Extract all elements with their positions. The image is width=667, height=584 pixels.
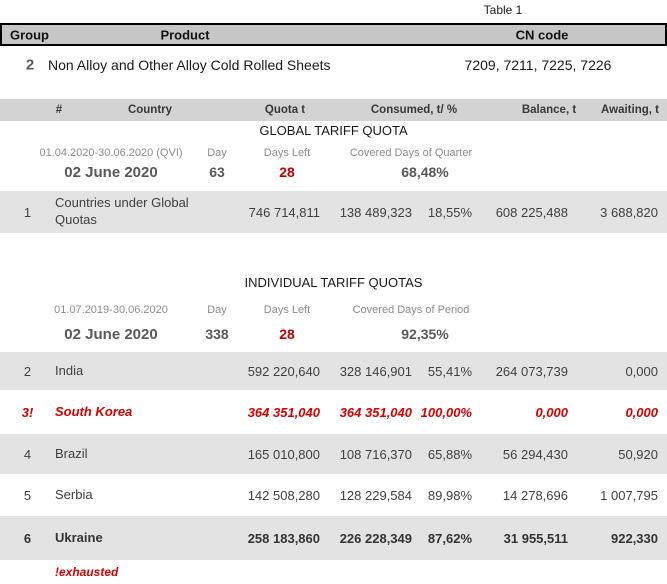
row-country: South Korea <box>55 403 133 419</box>
quota-row-ukraine: 6 Ukraine 258 183,860 226 228,349 87,62%… <box>0 516 667 560</box>
row-consumed: 138 489,323 <box>339 204 412 220</box>
product-group-number: 2 <box>25 56 35 74</box>
individual-days-left-value: 28 <box>279 326 295 342</box>
product-row: 2 Non Alloy and Other Alloy Cold Rolled … <box>0 52 667 78</box>
row-consumed: 226 228,349 <box>339 530 412 546</box>
row-percent: 87,62% <box>427 530 472 546</box>
quota-row-india: 2 India 592 220,640 328 146,901 55,41% 2… <box>0 352 667 390</box>
quota-row-brazil: 4 Brazil 165 010,800 108 716,370 65,88% … <box>0 434 667 474</box>
global-covered-value: 68,48% <box>401 164 449 180</box>
row-quota: 364 351,040 <box>247 404 320 420</box>
header-awaiting: Awaiting, t <box>601 104 659 116</box>
row-country: Brazil <box>55 445 88 461</box>
individual-period-label: 01.07.2019-30.06.2020 <box>54 304 168 316</box>
row-consumed: 108 716,370 <box>339 446 412 462</box>
row-percent: 18,55% <box>427 204 472 220</box>
row-balance: 31 955,511 <box>503 530 568 546</box>
row-number: 1 <box>23 204 32 220</box>
individual-date-row: 02 June 2020 338 28 92,35% <box>0 326 667 348</box>
row-country: Countries under Global Quotas <box>55 195 189 227</box>
row-consumed: 364 351,040 <box>339 404 412 420</box>
header-country: Country <box>127 104 173 116</box>
header-cn-code: CN code <box>515 27 569 42</box>
row-awaiting: 0,000 <box>625 404 658 420</box>
table-title: Table 1 <box>483 3 523 17</box>
row-awaiting: 1 007,795 <box>600 487 658 503</box>
individual-date: 02 June 2020 <box>64 326 158 343</box>
individual-covered-value: 92,35% <box>401 326 449 342</box>
row-awaiting: 0,000 <box>625 363 658 379</box>
row-balance: 56 294,430 <box>502 446 568 462</box>
individual-days-left-label: Days Left <box>263 304 311 316</box>
row-quota: 746 714,811 <box>248 204 320 220</box>
individual-covered-label: Covered Days of Period <box>352 304 470 316</box>
product-cn-codes: 7209, 7211, 7225, 7226 <box>464 57 612 73</box>
global-day-label: Day <box>207 147 227 159</box>
row-percent: 55,41% <box>427 363 472 379</box>
product-table-header: Group Product CN code <box>0 23 667 46</box>
header-group: Group <box>10 27 49 42</box>
row-number: 3! <box>21 404 34 420</box>
row-percent: 89,98% <box>427 487 472 503</box>
row-balance: 264 073,739 <box>495 363 568 379</box>
row-balance: 14 278,696 <box>502 487 568 503</box>
global-day-value: 63 <box>209 164 225 180</box>
global-days-left-label: Days Left <box>263 147 311 159</box>
row-balance: 0,000 <box>535 404 568 420</box>
header-quota: Quota t <box>264 104 306 116</box>
header-consumed: Consumed, t/ % <box>370 104 458 116</box>
global-period-label: 01.04.2020-30.06.2020 (QVI) <box>39 147 183 159</box>
global-date-row: 02 June 2020 63 28 68,48% <box>0 164 667 186</box>
row-awaiting: 3 688,820 <box>600 204 658 220</box>
row-awaiting: 922,330 <box>611 530 658 546</box>
row-percent: 65,88% <box>427 446 472 462</box>
quota-row-south-korea: 3! South Korea 364 351,040 364 351,040 1… <box>0 390 667 434</box>
row-number: 4 <box>23 446 32 462</box>
global-date: 02 June 2020 <box>64 164 158 181</box>
row-awaiting: 50,920 <box>618 446 658 462</box>
row-country: Serbia <box>55 486 93 502</box>
global-section-title: GLOBAL TARIFF QUOTA <box>259 123 408 138</box>
quota-table-header: # Country Quota t Consumed, t/ % Balance… <box>0 99 667 121</box>
row-consumed: 328 146,901 <box>339 363 412 379</box>
row-quota: 165 010,800 <box>247 446 320 462</box>
row-number: 2 <box>23 363 32 379</box>
individual-day-value: 338 <box>205 326 229 342</box>
global-covered-label: Covered Days of Quarter <box>349 147 473 159</box>
individual-section-title: INDIVIDUAL TARIFF QUOTAS <box>244 275 423 290</box>
header-balance: Balance, t <box>521 104 577 116</box>
quota-row-global: 1 Countries under Global Quotas 746 714,… <box>0 191 667 233</box>
row-balance: 608 225,488 <box>495 204 568 220</box>
row-number: 6 <box>23 530 32 546</box>
individual-day-label: Day <box>207 304 227 316</box>
quota-row-serbia: 5 Serbia 142 508,280 128 229,584 89,98% … <box>0 474 667 516</box>
row-percent: 100,00% <box>420 404 472 420</box>
row-quota: 142 508,280 <box>247 487 320 503</box>
row-quota: 592 220,640 <box>247 363 320 379</box>
header-num: # <box>55 104 63 116</box>
row-country: India <box>55 362 84 378</box>
row-number: 5 <box>23 487 32 503</box>
header-product: Product <box>160 27 210 42</box>
row-consumed: 128 229,584 <box>339 487 412 503</box>
individual-period-row: 01.07.2019-30.06.2020 Day Days Left Cove… <box>0 304 667 318</box>
exhausted-footnote: !exhausted <box>55 565 119 579</box>
global-days-left-value: 28 <box>279 164 295 180</box>
product-name: Non Alloy and Other Alloy Cold Rolled Sh… <box>48 57 331 73</box>
row-quota: 258 183,860 <box>247 530 320 546</box>
global-period-row: 01.04.2020-30.06.2020 (QVI) Day Days Lef… <box>0 147 667 161</box>
row-country: Ukraine <box>55 529 103 545</box>
